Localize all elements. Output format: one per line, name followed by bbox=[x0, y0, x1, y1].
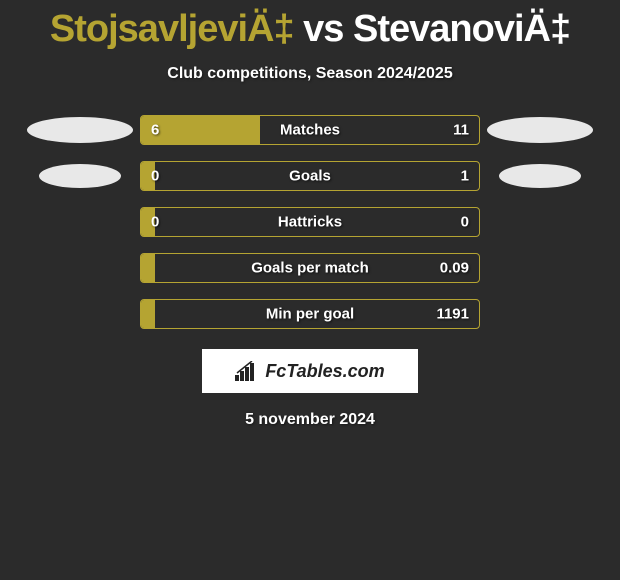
stat-row: 0 Goals 1 bbox=[0, 161, 620, 191]
stat-row: Min per goal 1191 bbox=[0, 299, 620, 329]
left-value: 0 bbox=[151, 214, 159, 231]
bar-fill bbox=[141, 300, 155, 328]
stats-rows: 6 Matches 11 0 Goals 1 0 Hattricks 0 Goals per ma… bbox=[0, 115, 620, 329]
right-value: 0 bbox=[461, 214, 469, 231]
logo-text: FcTables.com bbox=[265, 361, 384, 382]
right-value: 1191 bbox=[436, 306, 469, 323]
player1-ellipse bbox=[27, 117, 133, 143]
stat-bar: 0 Hattricks 0 bbox=[140, 207, 480, 237]
stat-label: Goals per match bbox=[251, 260, 369, 277]
player2-name: StevanoviÄ‡ bbox=[353, 8, 570, 50]
comparison-title: StojsavljeviÄ‡ vs StevanoviÄ‡ bbox=[0, 0, 620, 51]
stat-bar: 6 Matches 11 bbox=[140, 115, 480, 145]
stat-row: Goals per match 0.09 bbox=[0, 253, 620, 283]
left-side bbox=[20, 164, 140, 188]
subtitle: Club competitions, Season 2024/2025 bbox=[0, 65, 620, 83]
stat-label: Goals bbox=[289, 168, 331, 185]
right-side bbox=[480, 117, 600, 143]
player2-ellipse bbox=[499, 164, 581, 188]
chart-icon bbox=[235, 361, 259, 381]
player1-name: StojsavljeviÄ‡ bbox=[50, 8, 294, 50]
stat-bar: Min per goal 1191 bbox=[140, 299, 480, 329]
stat-bar: 0 Goals 1 bbox=[140, 161, 480, 191]
stat-label: Matches bbox=[280, 122, 340, 139]
left-side bbox=[20, 117, 140, 143]
left-value: 0 bbox=[151, 168, 159, 185]
right-value: 0.09 bbox=[440, 260, 469, 277]
vs-label: vs bbox=[303, 8, 343, 50]
right-value: 1 bbox=[461, 168, 469, 185]
logo: FcTables.com bbox=[235, 361, 384, 382]
date-label: 5 november 2024 bbox=[0, 411, 620, 429]
right-side bbox=[480, 164, 600, 188]
stat-label: Min per goal bbox=[266, 306, 354, 323]
bar-fill bbox=[141, 254, 155, 282]
left-value: 6 bbox=[151, 122, 159, 139]
player2-ellipse bbox=[487, 117, 593, 143]
right-value: 11 bbox=[453, 122, 469, 139]
stat-row: 6 Matches 11 bbox=[0, 115, 620, 145]
player1-ellipse bbox=[39, 164, 121, 188]
stat-bar: Goals per match 0.09 bbox=[140, 253, 480, 283]
logo-box: FcTables.com bbox=[202, 349, 418, 393]
stat-row: 0 Hattricks 0 bbox=[0, 207, 620, 237]
stat-label: Hattricks bbox=[278, 214, 342, 231]
